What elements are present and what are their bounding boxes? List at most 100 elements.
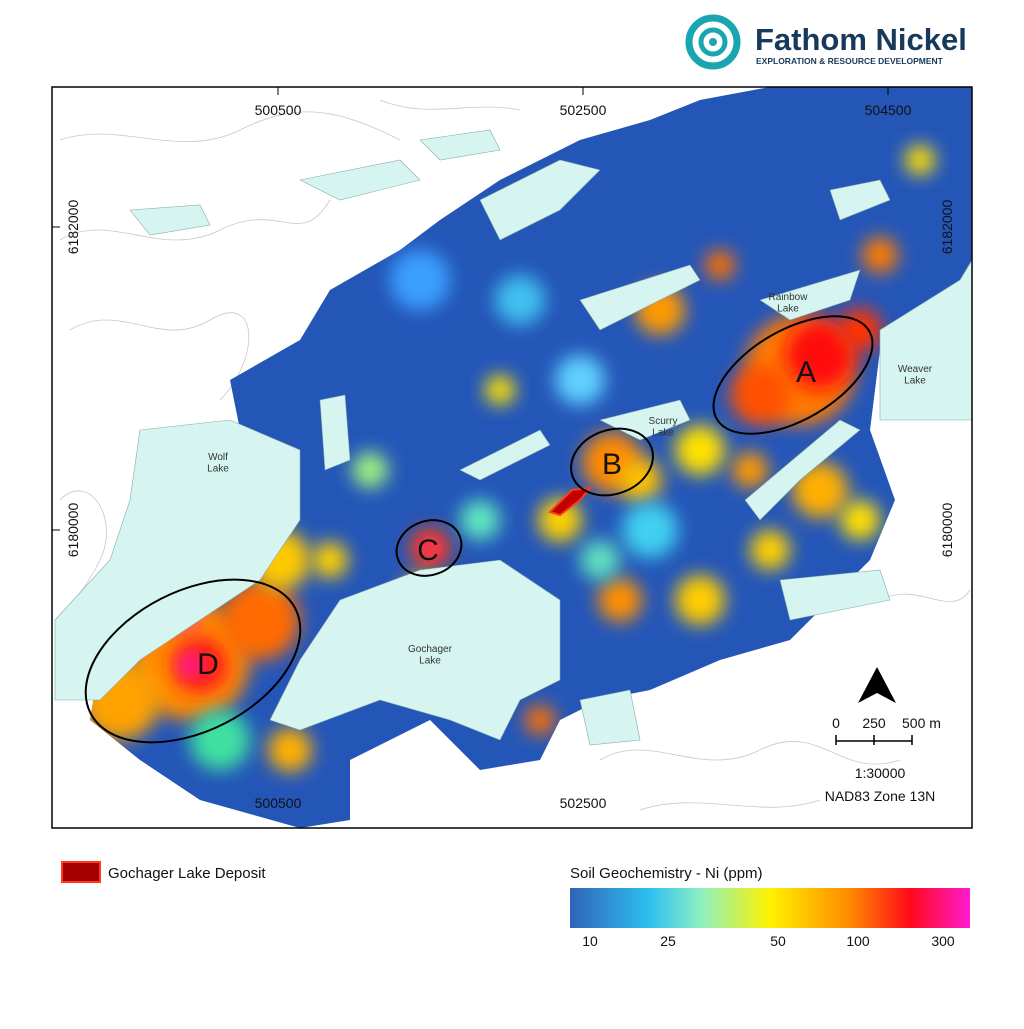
heat-blob — [732, 452, 768, 488]
map-datum: NAD83 Zone 13N — [825, 788, 936, 804]
colorbar-tick-label: 50 — [770, 933, 786, 949]
heat-blob — [750, 530, 790, 570]
heat-blob — [862, 237, 898, 273]
northing-label: 6182000 — [65, 200, 81, 255]
lake — [879, 259, 972, 421]
lake — [579, 689, 641, 746]
colorbar — [570, 888, 970, 928]
target-ellipse — [84, 578, 302, 744]
heat-blob — [525, 705, 555, 735]
easting-label: 500500 — [255, 795, 302, 811]
heat-blob — [352, 452, 388, 488]
lake — [479, 159, 601, 241]
target-ellipse — [712, 315, 874, 435]
contours — [59, 99, 971, 811]
easting-label: 502500 — [560, 102, 607, 118]
heat-blob — [580, 540, 620, 580]
target-ellipse — [570, 427, 654, 497]
heat-blob — [538, 498, 582, 542]
heat-blob — [485, 375, 515, 405]
heat-blob — [190, 710, 250, 770]
easting-label: 502500 — [560, 795, 607, 811]
logo: Fathom Nickel EXPLORATION & RESOURCE DEV… — [685, 14, 967, 70]
colorbar-title: Soil Geochemistry - Ni (ppm) — [570, 865, 763, 882]
northing-label: 6180000 — [65, 503, 81, 558]
heat-blob — [838, 308, 882, 352]
lake — [579, 264, 701, 331]
heat-blob — [220, 580, 300, 660]
lake — [319, 394, 351, 471]
target-ellipse — [395, 519, 463, 577]
lake — [744, 419, 861, 521]
lake-label: Scurry Lake — [649, 416, 678, 439]
target-label: C — [417, 534, 439, 567]
map-scale: 1:30000 — [855, 765, 906, 781]
lake — [829, 179, 891, 221]
target-label: B — [602, 448, 622, 481]
logo-icon — [685, 14, 741, 70]
colorbar-tick-label: 300 — [931, 933, 955, 949]
lake-label: Wolf Lake — [207, 452, 229, 475]
heat-blob — [792, 462, 848, 518]
heat-blob — [622, 502, 678, 558]
easting-label: 500500 — [255, 102, 302, 118]
lake — [459, 429, 551, 481]
colorbar-tick-label: 100 — [846, 933, 870, 949]
heat-blob — [180, 655, 200, 675]
heat-blob — [618, 458, 662, 502]
north-arrow — [858, 667, 896, 703]
heat-blob — [730, 365, 790, 425]
lake — [299, 159, 421, 201]
map-frame — [51, 86, 973, 829]
deposit-label: Gochager Lake Deposit — [108, 865, 266, 882]
heat-blob — [840, 500, 880, 540]
contour — [639, 799, 821, 811]
northing-label: 6182000 — [939, 200, 955, 255]
logo-tagline: EXPLORATION & RESOURCE DEVELOPMENT — [756, 56, 944, 66]
colorbar-tick-label: 10 — [582, 933, 598, 949]
heat-blob — [312, 542, 348, 578]
heat-blob — [675, 575, 725, 625]
lake-label: Weaver Lake — [898, 364, 933, 387]
lake-label: Rainbow Lake — [769, 292, 809, 315]
contour — [69, 312, 250, 401]
lake — [129, 204, 211, 236]
heat-blob — [905, 145, 935, 175]
logo-icon — [698, 27, 728, 57]
contour — [59, 199, 331, 241]
lake — [419, 129, 501, 161]
heat-blob — [460, 500, 500, 540]
lake — [759, 269, 861, 321]
lake — [779, 569, 891, 621]
scale-label: 250 — [862, 715, 886, 731]
contour — [599, 741, 901, 765]
lake-label: Gochager Lake — [408, 644, 453, 667]
heat-blob — [422, 540, 438, 556]
heat-blob — [598, 578, 642, 622]
contour — [879, 589, 971, 602]
logo-name: Fathom Nickel — [755, 22, 967, 57]
easting-label: 504500 — [865, 102, 912, 118]
logo-icon — [709, 38, 717, 46]
heat-blob — [495, 275, 545, 325]
deposit-outline — [548, 486, 593, 517]
heat-blob — [390, 250, 450, 310]
contour — [59, 111, 401, 142]
deposit-swatch — [61, 861, 101, 883]
heat-blob — [268, 728, 312, 772]
lake — [599, 399, 691, 441]
colorbar-tick-label: 25 — [660, 933, 676, 949]
heat-blob — [675, 425, 725, 475]
lake — [269, 559, 561, 741]
heat-blob — [705, 250, 735, 280]
northing-label: 6180000 — [939, 503, 955, 558]
contour — [379, 99, 521, 111]
heat-blob — [555, 355, 605, 405]
scale-label: 500 m — [902, 715, 941, 731]
target-label: A — [796, 356, 816, 389]
map — [52, 87, 972, 828]
heat-blob — [785, 320, 855, 390]
targets — [84, 315, 874, 744]
scale-label: 0 — [832, 715, 840, 731]
